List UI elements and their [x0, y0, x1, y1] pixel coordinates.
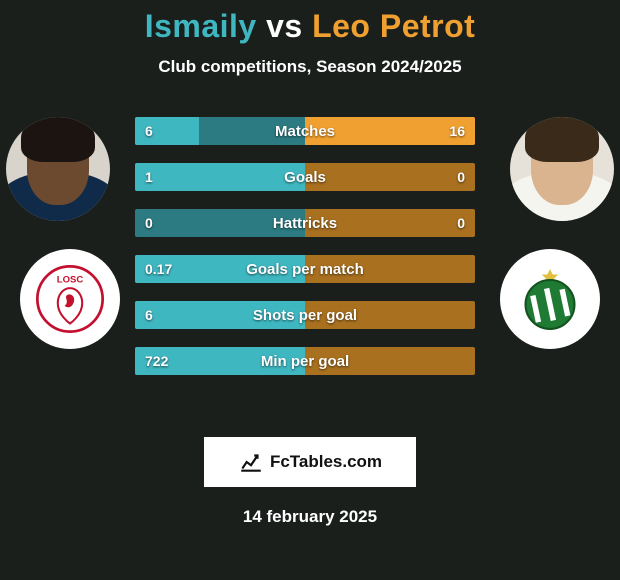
player1-face — [6, 117, 110, 221]
stat-label: Goals — [135, 163, 475, 191]
brand-box: FcTables.com — [204, 437, 416, 487]
stat-label: Goals per match — [135, 255, 475, 283]
club2-crest-svg — [516, 265, 584, 333]
club2-crest — [500, 249, 600, 349]
stat-label: Hattricks — [135, 209, 475, 237]
stat-row: 00Hattricks — [135, 209, 475, 237]
brand-icon — [238, 449, 264, 475]
mid-section: LOSC 616Matches 10Goals 00Hattricks 0.17Goa… — [0, 117, 620, 417]
stat-row: 10Goals — [135, 163, 475, 191]
page-title: Ismaily vs Leo Petrot — [0, 0, 620, 45]
stat-row: 6Shots per goal — [135, 301, 475, 329]
vs-word: vs — [266, 8, 303, 44]
comparison-card: Ismaily vs Leo Petrot Club competitions,… — [0, 0, 620, 580]
club1-crest-svg: LOSC — [36, 265, 104, 333]
player2-name: Leo Petrot — [312, 8, 475, 44]
player1-avatar — [6, 117, 110, 221]
stat-bars: 616Matches 10Goals 00Hattricks 0.17Goals pe… — [135, 117, 475, 375]
player1-hair — [21, 117, 95, 162]
stat-label: Min per goal — [135, 347, 475, 375]
player2-face — [510, 117, 614, 221]
subtitle: Club competitions, Season 2024/2025 — [0, 57, 620, 77]
date-line: 14 february 2025 — [0, 507, 620, 527]
stat-label: Shots per goal — [135, 301, 475, 329]
club1-crest: LOSC — [20, 249, 120, 349]
stat-label: Matches — [135, 117, 475, 145]
stat-row: 0.17Goals per match — [135, 255, 475, 283]
player2-avatar — [510, 117, 614, 221]
stat-row: 722Min per goal — [135, 347, 475, 375]
stat-row: 616Matches — [135, 117, 475, 145]
player2-hair — [525, 117, 599, 162]
brand-text: FcTables.com — [270, 452, 382, 472]
club1-crest-text: LOSC — [57, 275, 84, 286]
player1-name: Ismaily — [145, 8, 257, 44]
